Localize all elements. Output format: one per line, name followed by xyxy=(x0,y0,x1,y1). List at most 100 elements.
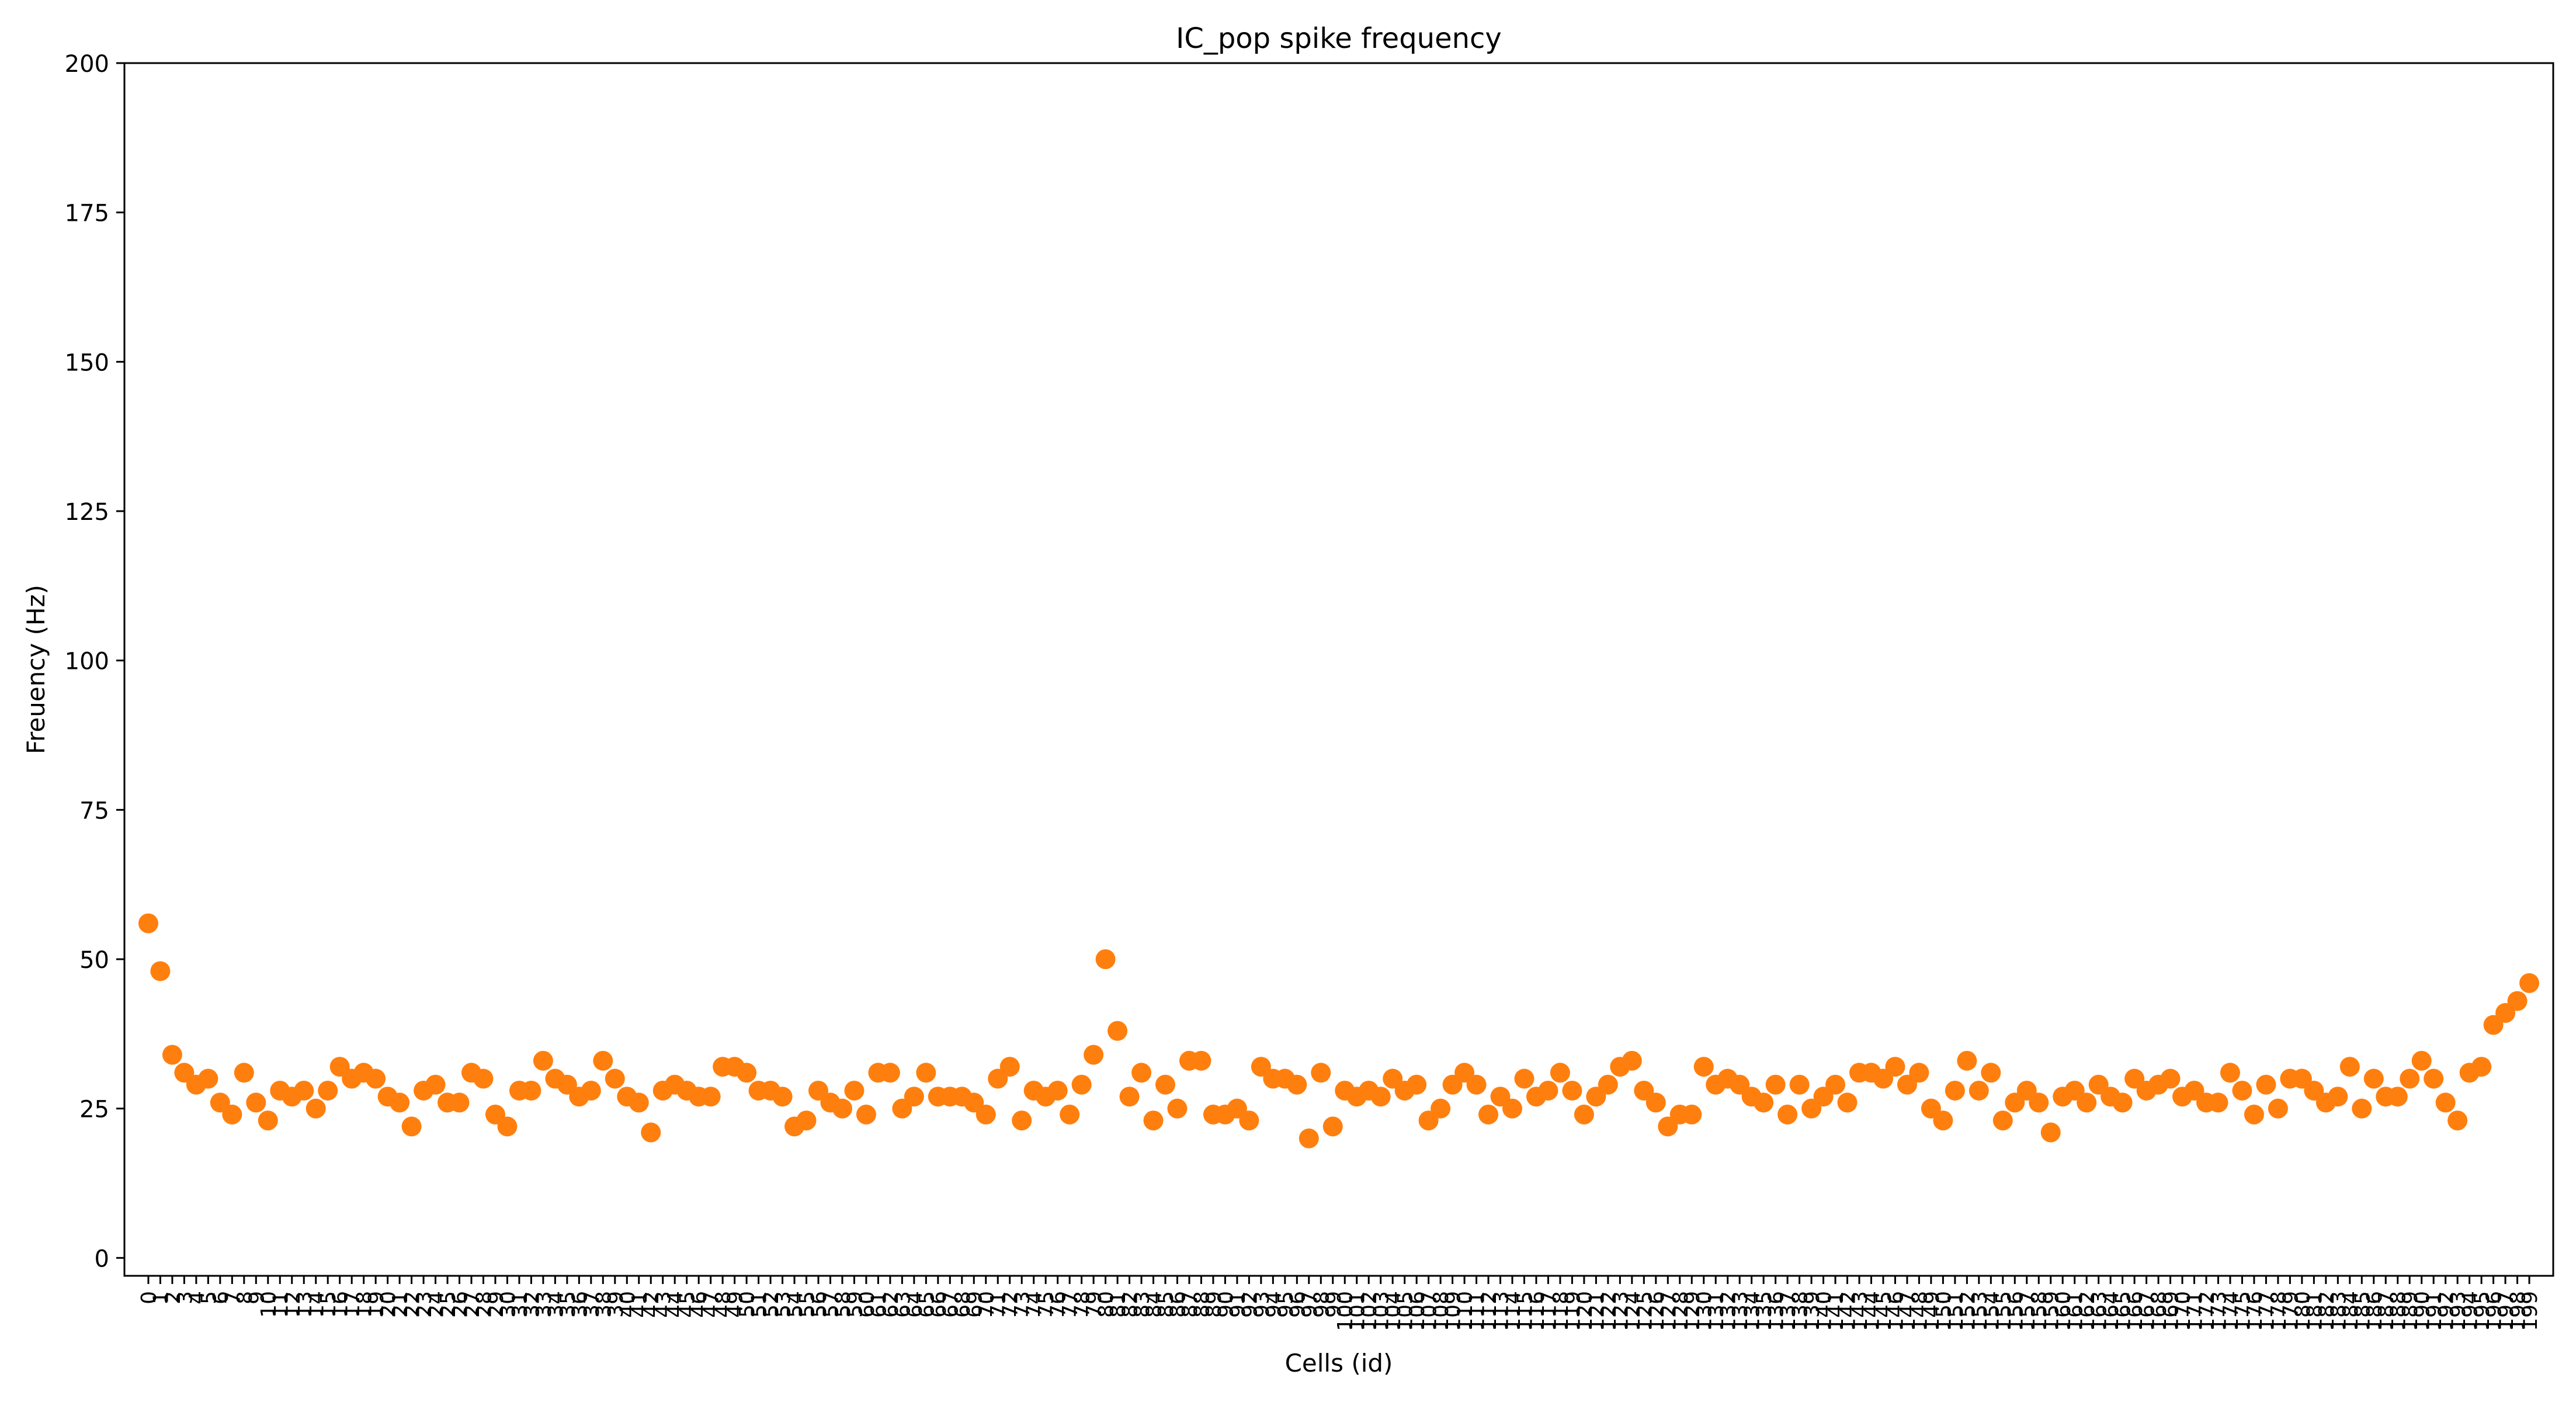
data-point xyxy=(1119,1087,1140,1107)
x-tick-label: 97 xyxy=(1298,1291,1322,1318)
data-point xyxy=(1095,949,1116,969)
data-point xyxy=(796,1111,817,1131)
data-point xyxy=(1909,1063,1929,1083)
data-point xyxy=(1155,1074,1175,1095)
x-tick-label: 106 xyxy=(1405,1291,1429,1331)
x-tick-label: 128 xyxy=(1669,1291,1693,1331)
x-tick-label: 118 xyxy=(1549,1291,1573,1331)
x-tick-label: 155 xyxy=(1992,1291,2016,1331)
x-tick-label: 69 xyxy=(963,1291,987,1318)
x-tick-label: 174 xyxy=(2219,1291,2243,1331)
x-tick-label: 143 xyxy=(1848,1291,1872,1331)
x-tick-label: 103 xyxy=(1370,1291,1394,1331)
x-tick-label: 53 xyxy=(772,1291,796,1318)
y-tick-label: 100 xyxy=(65,648,109,675)
plot-area-frame xyxy=(123,62,2554,1277)
x-tick-label: 30 xyxy=(496,1291,520,1318)
x-tick-label: 24 xyxy=(425,1291,449,1318)
x-tick-label: 72 xyxy=(999,1291,1023,1318)
x-tick-label: 79 xyxy=(1082,1291,1106,1318)
x-tick-label: 123 xyxy=(1609,1291,1633,1331)
x-tick-label: 4 xyxy=(185,1291,209,1304)
data-point xyxy=(1311,1063,1331,1083)
x-tick-label: 76 xyxy=(1047,1291,1071,1318)
data-point xyxy=(1765,1074,1786,1095)
x-tick-label: 2 xyxy=(161,1291,185,1304)
x-tick-label: 191 xyxy=(2422,1291,2446,1331)
x-tick-label: 182 xyxy=(2315,1291,2339,1331)
x-tick-label: 36 xyxy=(568,1291,592,1318)
data-point xyxy=(246,1092,266,1113)
x-tick-label: 122 xyxy=(1597,1291,1621,1331)
data-point xyxy=(1514,1068,1535,1089)
x-tick-label: 6 xyxy=(209,1291,233,1304)
x-tick-label: 124 xyxy=(1621,1291,1645,1331)
x-tick-label: 116 xyxy=(1525,1291,1549,1331)
x-tick-label: 18 xyxy=(353,1291,377,1318)
data-point xyxy=(737,1063,757,1083)
x-tick-label: 157 xyxy=(2016,1291,2040,1331)
x-tick-label: 162 xyxy=(2075,1291,2099,1331)
data-point xyxy=(2435,1092,2456,1113)
x-tick-label: 73 xyxy=(1011,1291,1034,1318)
data-point xyxy=(222,1104,242,1125)
x-tick-label: 29 xyxy=(484,1291,508,1318)
x-tick-label: 156 xyxy=(2004,1291,2028,1331)
x-tick-label: 125 xyxy=(1633,1291,1657,1331)
data-point xyxy=(234,1063,254,1083)
x-tick-label: 27 xyxy=(460,1291,484,1318)
x-tick-label: 28 xyxy=(472,1291,496,1318)
data-point xyxy=(138,913,158,933)
x-tick-label: 127 xyxy=(1657,1291,1681,1331)
data-point xyxy=(1754,1092,1774,1113)
x-axis-ticks: 0123456789101112131415161718192021222324… xyxy=(137,1276,2542,1331)
data-point xyxy=(473,1068,494,1089)
x-tick-label: 110 xyxy=(1453,1291,1477,1331)
data-point xyxy=(2339,1057,2360,1077)
data-point xyxy=(2208,1092,2228,1113)
x-tick-label: 186 xyxy=(2363,1291,2387,1331)
x-tick-label: 16 xyxy=(329,1291,353,1318)
data-point xyxy=(772,1087,793,1107)
x-tick-label: 101 xyxy=(1346,1291,1370,1331)
x-tick-label: 102 xyxy=(1358,1291,1381,1331)
x-tick-label: 88 xyxy=(1190,1291,1214,1318)
data-point xyxy=(1969,1080,1989,1101)
x-tick-label: 49 xyxy=(724,1291,748,1318)
x-tick-label: 94 xyxy=(1262,1291,1286,1318)
data-point xyxy=(1933,1111,1953,1131)
data-point xyxy=(2363,1068,2384,1089)
x-tick-label: 189 xyxy=(2398,1291,2422,1331)
y-tick-label: 0 xyxy=(95,1245,109,1272)
x-tick-label: 130 xyxy=(1693,1291,1717,1331)
x-tick-label: 43 xyxy=(652,1291,676,1318)
data-point xyxy=(1693,1057,1714,1077)
x-tick-label: 21 xyxy=(388,1291,412,1318)
x-tick-label: 175 xyxy=(2231,1291,2255,1331)
x-tick-label: 5 xyxy=(197,1291,221,1304)
x-tick-label: 145 xyxy=(1872,1291,1896,1331)
data-point xyxy=(1167,1098,1188,1119)
x-tick-label: 15 xyxy=(317,1291,341,1318)
x-tick-label: 75 xyxy=(1034,1291,1058,1318)
data-point xyxy=(1825,1074,1846,1095)
data-point xyxy=(1550,1063,1570,1083)
chart-title: IC_pop spike frequency xyxy=(1176,22,1502,55)
x-tick-label: 187 xyxy=(2374,1291,2398,1331)
data-point xyxy=(880,1063,900,1083)
x-tick-label: 91 xyxy=(1226,1291,1250,1318)
data-point xyxy=(1084,1044,1104,1065)
data-point xyxy=(497,1116,518,1137)
data-point xyxy=(2471,1057,2492,1077)
data-point xyxy=(1322,1116,1343,1137)
x-tick-label: 199 xyxy=(2518,1291,2542,1331)
x-tick-label: 17 xyxy=(341,1291,364,1318)
x-tick-label: 12 xyxy=(281,1291,305,1318)
data-point xyxy=(1622,1050,1642,1071)
data-point xyxy=(1945,1080,1965,1101)
x-tick-label: 104 xyxy=(1381,1291,1405,1331)
data-point xyxy=(425,1074,446,1095)
x-tick-label: 120 xyxy=(1573,1291,1597,1331)
x-tick-label: 8 xyxy=(233,1291,257,1304)
x-tick-label: 181 xyxy=(2303,1291,2327,1331)
